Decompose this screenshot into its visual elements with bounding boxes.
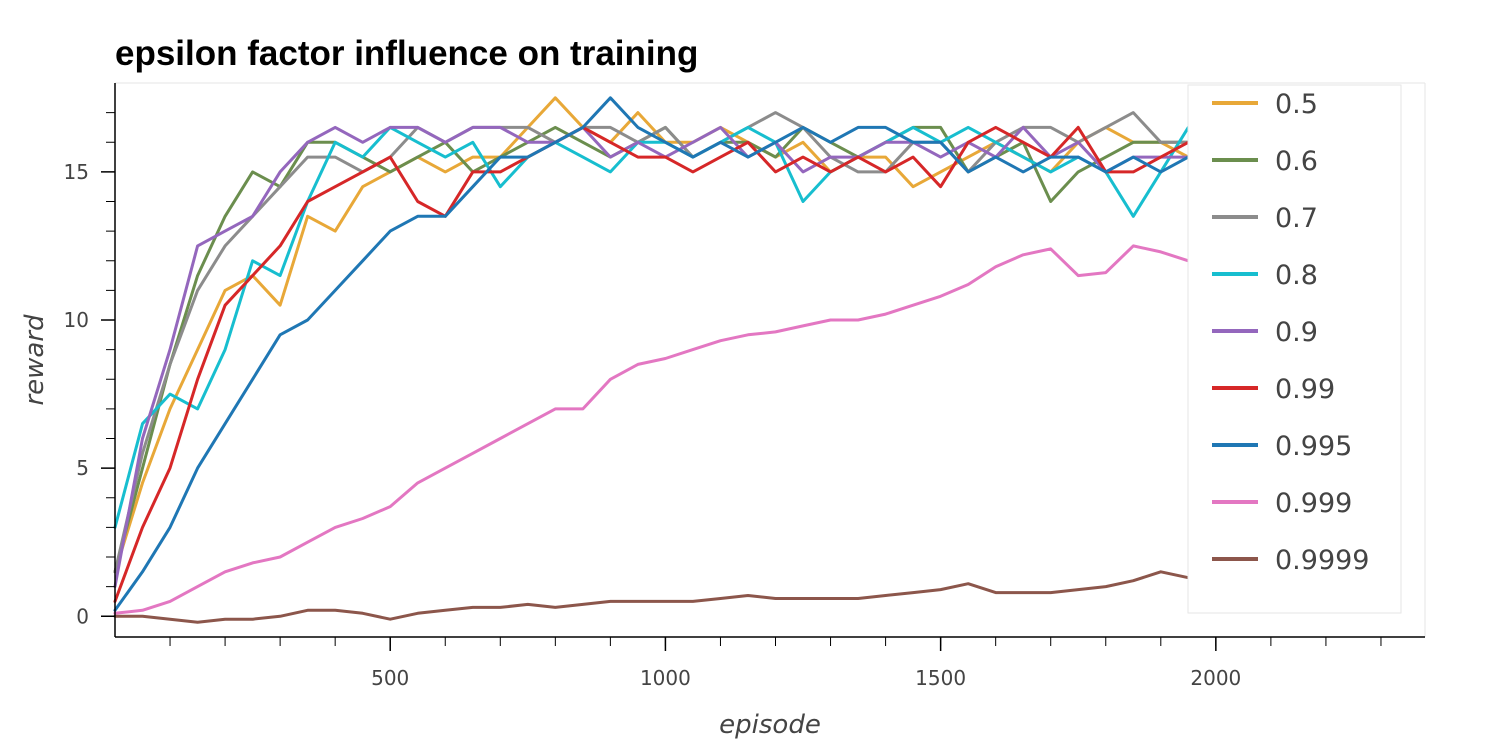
legend-label: 0.5 [1275,89,1318,120]
y-tick-label: 5 [76,456,89,480]
y-tick-label: 10 [64,308,89,332]
y-tick-label: 15 [64,160,89,184]
legend-label: 0.9 [1275,317,1318,348]
x-tick-label: 500 [371,666,409,690]
legend-label: 0.995 [1275,431,1352,462]
legend-item-0.9[interactable]: 0.9 [1212,317,1318,348]
chart-title: epsilon factor influence on training [115,34,698,73]
legend-label: 0.999 [1275,488,1352,519]
legend-item-0.6[interactable]: 0.6 [1212,146,1318,177]
legend-box [1187,84,1402,614]
chart-axes: 500 1000 1500 2000 0 5 10 15 [64,82,1426,690]
y-tick-label: 0 [76,604,89,628]
legend-item-0.7[interactable]: 0.7 [1212,203,1318,234]
chart-lines [113,96,1190,624]
legend-label: 0.8 [1275,260,1318,291]
chart-legend: 0.5 0.6 0.7 0.8 0.9 0.99 0.995 0.999 0.9999 [1187,84,1402,614]
legend-label: 0.6 [1275,146,1318,177]
legend-item-0.9999[interactable]: 0.9999 [1212,545,1369,576]
legend-item-0.99[interactable]: 0.99 [1212,374,1335,405]
series-line-0.9999 [113,570,1190,624]
legend-label: 0.7 [1275,203,1318,234]
series-line-0.995 [113,96,1190,612]
y-axis-label: reward [20,314,50,406]
x-tick-label: 1000 [640,666,691,690]
series-line-0.6 [113,125,1190,574]
x-axis-label: episode [719,710,821,740]
legend-item-0.995[interactable]: 0.995 [1212,431,1352,462]
legend-item-0.8[interactable]: 0.8 [1212,260,1318,291]
legend-label: 0.9999 [1275,545,1369,576]
legend-item-0.5[interactable]: 0.5 [1212,89,1318,120]
x-tick-label: 2000 [1190,666,1241,690]
series-line-0.99 [113,125,1190,603]
legend-item-0.999[interactable]: 0.999 [1212,488,1352,519]
x-tick-label: 1500 [915,666,966,690]
legend-label: 0.99 [1275,374,1335,405]
series-line-0.8 [113,125,1190,529]
series-line-0.999 [113,244,1190,615]
series-line-0.9 [113,125,1190,589]
